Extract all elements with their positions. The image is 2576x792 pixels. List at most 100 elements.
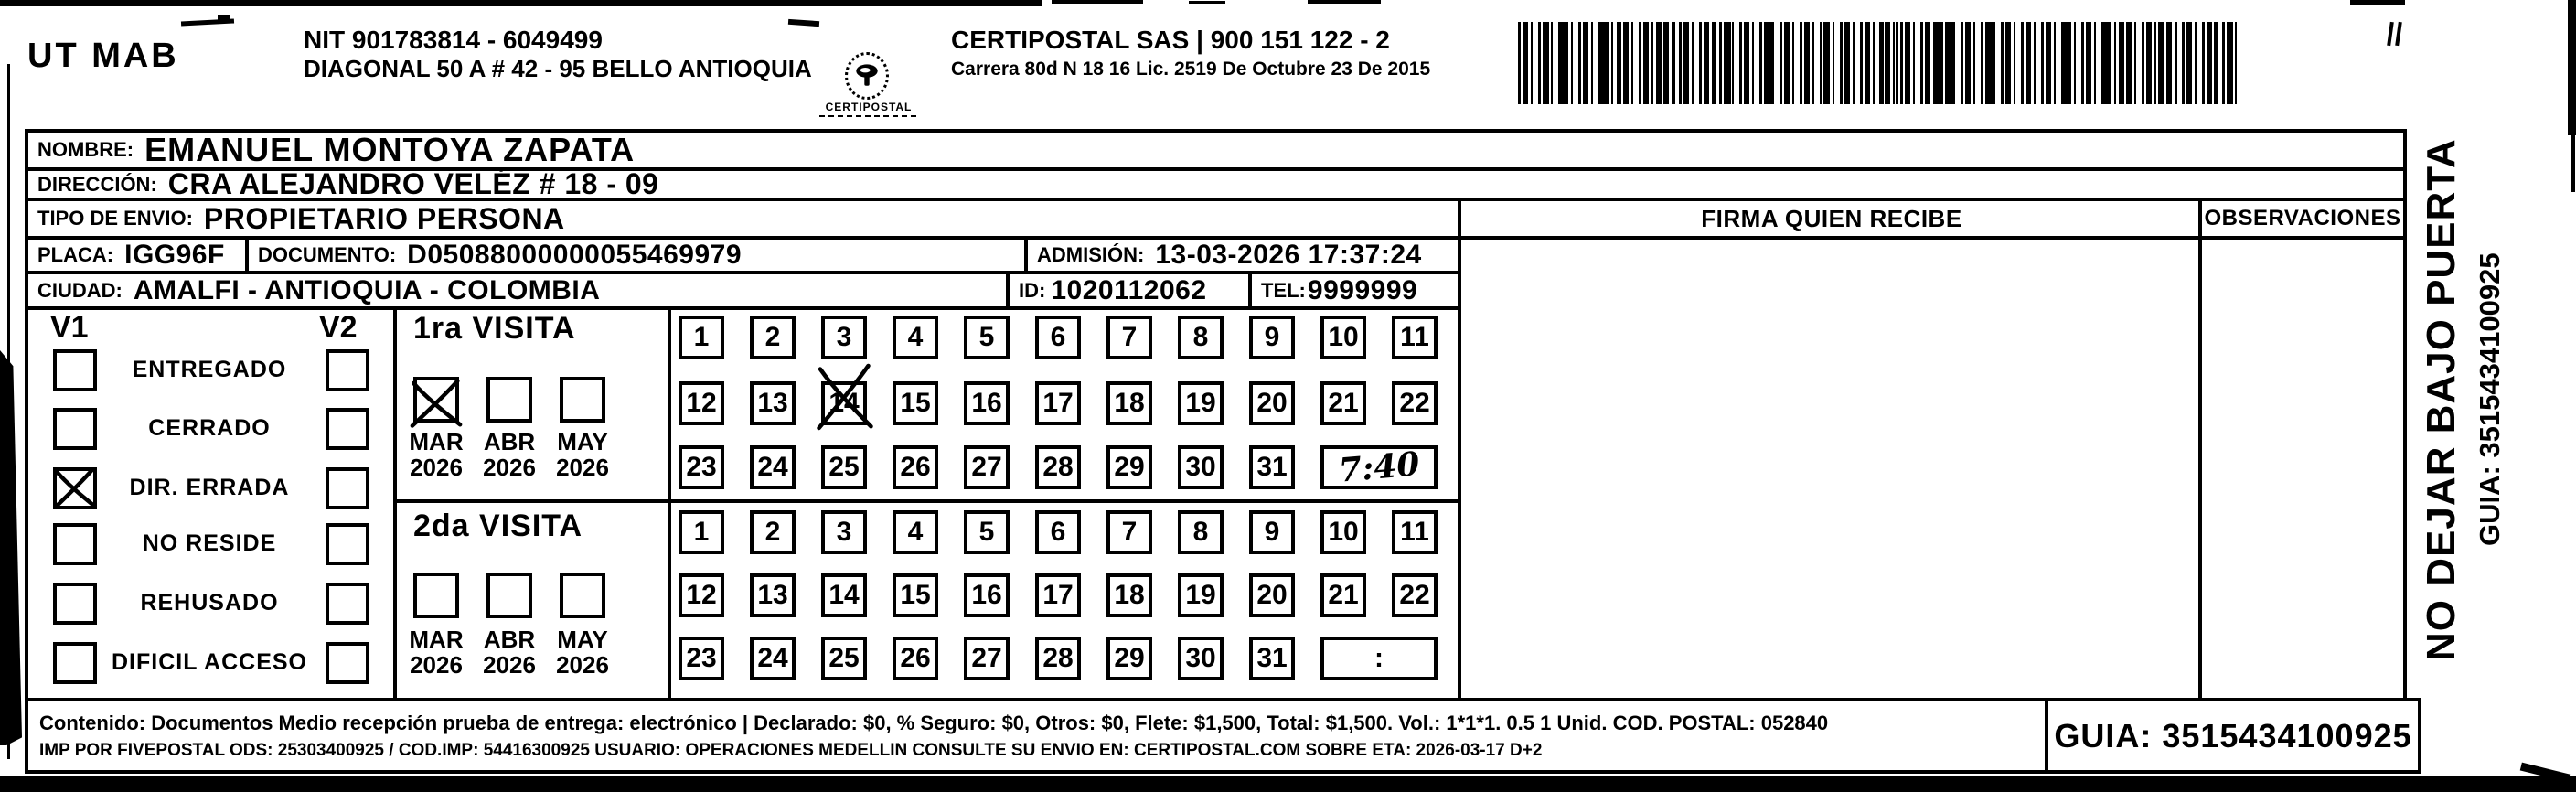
- visit2-day-cell-21[interactable]: 21: [1320, 573, 1366, 617]
- visit2-day-cell-27[interactable]: 27: [964, 637, 1010, 680]
- scan-artifact: [1189, 1, 1225, 4]
- visit1-day-cell-6[interactable]: 6: [1035, 316, 1081, 359]
- visit2-month-mar-checkbox[interactable]: [413, 573, 459, 618]
- visit1-month-may-checkbox[interactable]: [560, 377, 605, 423]
- checkbox-v1-dir-errada[interactable]: [53, 467, 97, 509]
- checkbox-v2-no-reside[interactable]: [326, 523, 369, 565]
- checkbox-v1-entregado[interactable]: [53, 349, 97, 391]
- visit2-day-cell-3[interactable]: 3: [821, 510, 867, 554]
- visit1-day-cell-29[interactable]: 29: [1106, 445, 1152, 489]
- visit2-month-may-checkbox[interactable]: [560, 573, 605, 618]
- no-dejar-bajo-puerta-warning: NO DEJAR BAJO PUERTA: [2419, 138, 2464, 661]
- checkbox-v2-dir-errada[interactable]: [326, 467, 369, 509]
- logo-caption: CERTIPOSTAL: [825, 101, 913, 113]
- visit2-day-cell-19[interactable]: 19: [1178, 573, 1224, 617]
- visit2-day-cell-18[interactable]: 18: [1106, 573, 1152, 617]
- visit1-day-cell-31[interactable]: 31: [1249, 445, 1295, 489]
- v2-column-header: V2: [319, 310, 358, 345]
- visit2-day-cell-14[interactable]: 14: [821, 573, 867, 617]
- visit2-time-cell[interactable]: :: [1320, 637, 1438, 680]
- visit2-month-abr-checkbox[interactable]: [486, 573, 532, 618]
- visit2-day-cell-26[interactable]: 26: [893, 637, 938, 680]
- visit2-day-cell-7[interactable]: 7: [1106, 510, 1152, 554]
- visit1-day-cell-15[interactable]: 15: [893, 381, 938, 425]
- visit2-day-cell-15[interactable]: 15: [893, 573, 938, 617]
- visit1-day-cell-23[interactable]: 23: [679, 445, 724, 489]
- visit2-day-cell-12[interactable]: 12: [679, 573, 724, 617]
- visit1-day-cell-22[interactable]: 22: [1392, 381, 1438, 425]
- checkbox-v2-rehusado[interactable]: [326, 583, 369, 625]
- visit2-day-cell-2[interactable]: 2: [750, 510, 796, 554]
- visit2-day-cell-8[interactable]: 8: [1178, 510, 1224, 554]
- visit2-day-cell-25[interactable]: 25: [821, 637, 867, 680]
- visit1-day-cell-20[interactable]: 20: [1249, 381, 1295, 425]
- checkbox-v2-cerrado[interactable]: [326, 408, 369, 450]
- visit1-day-cell-2[interactable]: 2: [750, 316, 796, 359]
- visit2-day-cell-24[interactable]: 24: [750, 637, 796, 680]
- visit2-day-cell-23[interactable]: 23: [679, 637, 724, 680]
- visit1-day-cell-16[interactable]: 16: [964, 381, 1010, 425]
- visit1-day-cell-19[interactable]: 19: [1178, 381, 1224, 425]
- visit2-day-cell-17[interactable]: 17: [1035, 573, 1081, 617]
- visit1-day-cell-24[interactable]: 24: [750, 445, 796, 489]
- handwritten-x-mark: [51, 466, 99, 511]
- visit1-day-cell-5[interactable]: 5: [964, 316, 1010, 359]
- visit1-day-cell-8[interactable]: 8: [1178, 316, 1224, 359]
- visit1-day-cell-21[interactable]: 21: [1320, 381, 1366, 425]
- visit1-day-cell-1[interactable]: 1: [679, 316, 724, 359]
- visit1-day-cell-4[interactable]: 4: [893, 316, 938, 359]
- checkbox-v1-cerrado[interactable]: [53, 408, 97, 450]
- placa-label: PLACA:: [37, 243, 114, 266]
- certipostal-logo-icon: [845, 52, 889, 100]
- visit2-day-cell-16[interactable]: 16: [964, 573, 1010, 617]
- scan-artifact: [0, 350, 22, 745]
- visit1-month-mar-checkbox[interactable]: [413, 377, 459, 423]
- visit1-day-cell-7[interactable]: 7: [1106, 316, 1152, 359]
- visit2-day-cell-5[interactable]: 5: [964, 510, 1010, 554]
- visit2-day-cell-22[interactable]: 22: [1392, 573, 1438, 617]
- company-license: Carrera 80d N 18 16 Lic. 2519 De Octubre…: [951, 59, 1431, 80]
- checkbox-v1-no-reside[interactable]: [53, 523, 97, 565]
- visit1-day-cell-26[interactable]: 26: [893, 445, 938, 489]
- visit2-day-cell-1[interactable]: 1: [679, 510, 724, 554]
- sender-code: UT MAB: [27, 37, 179, 75]
- visit1-day-cell-14[interactable]: 14: [821, 381, 867, 425]
- checkbox-v1-dificil-acceso[interactable]: [53, 642, 97, 684]
- visit1-day-cell-9[interactable]: 9: [1249, 316, 1295, 359]
- visit2-day-cell-31[interactable]: 31: [1249, 637, 1295, 680]
- visit2-day-cell-30[interactable]: 30: [1178, 637, 1224, 680]
- visit1-day-cell-18[interactable]: 18: [1106, 381, 1152, 425]
- visit2-day-cell-28[interactable]: 28: [1035, 637, 1081, 680]
- visit1-day-cell-30[interactable]: 30: [1178, 445, 1224, 489]
- visit1-day-cell-13[interactable]: 13: [750, 381, 796, 425]
- status-label-entregado: ENTREGADO: [132, 357, 287, 382]
- handwritten-time-note: 7:40: [1337, 444, 1421, 490]
- visit2-month-label: ABR: [483, 626, 536, 653]
- visit2-day-cell-13[interactable]: 13: [750, 573, 796, 617]
- visit1-time-cell[interactable]: 7:40: [1320, 444, 1438, 490]
- visit2-day-cell-10[interactable]: 10: [1320, 510, 1366, 554]
- visit1-day-cell-10[interactable]: 10: [1320, 316, 1366, 359]
- checkbox-v1-rehusado[interactable]: [53, 583, 97, 625]
- visit1-day-cell-17[interactable]: 17: [1035, 381, 1081, 425]
- visit2-day-cell-20[interactable]: 20: [1249, 573, 1295, 617]
- visit1-day-cell-12[interactable]: 12: [679, 381, 724, 425]
- visit1-month-abr-checkbox[interactable]: [486, 377, 532, 423]
- field-tipo-envio: TIPO DE ENVIO: PROPIETARIO PERSONA: [25, 198, 1465, 240]
- visit1-day-cell-27[interactable]: 27: [964, 445, 1010, 489]
- visit2-day-cell-9[interactable]: 9: [1249, 510, 1295, 554]
- visit2-title: 2da VISITA: [413, 508, 583, 543]
- guia-number-cell: GUIA: 3515434100925: [2045, 698, 2421, 774]
- checkbox-v2-entregado[interactable]: [326, 349, 369, 391]
- checkbox-v2-dificil-acceso[interactable]: [326, 642, 369, 684]
- visit1-day-cell-25[interactable]: 25: [821, 445, 867, 489]
- observaciones-area: [2198, 236, 2407, 701]
- visit2-day-cell-4[interactable]: 4: [893, 510, 938, 554]
- visit2-day-cell-6[interactable]: 6: [1035, 510, 1081, 554]
- visit2-day-cell-11[interactable]: 11: [1392, 510, 1438, 554]
- visit1-day-cell-11[interactable]: 11: [1392, 316, 1438, 359]
- visit2-day-cell-29[interactable]: 29: [1106, 637, 1152, 680]
- visit1-day-cell-3[interactable]: 3: [821, 316, 867, 359]
- visit1-day-cell-28[interactable]: 28: [1035, 445, 1081, 489]
